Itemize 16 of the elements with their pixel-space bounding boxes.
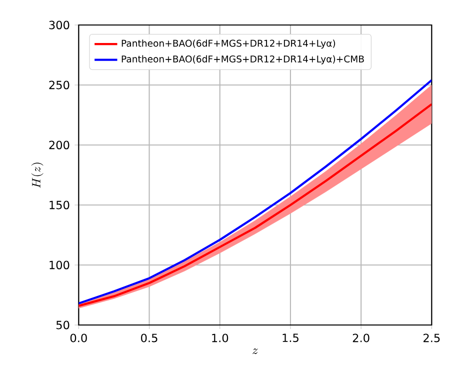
legend-label: Pantheon+BAO(6dF+MGS+DR12+DR14+Lyα)+CMB (122, 55, 364, 64)
legend-label: Pantheon+BAO(6dF+MGS+DR12+DR14+Lyα) (122, 40, 336, 49)
x-tick-label: 1.5 (282, 334, 298, 342)
x-tick-label: 0.0 (70, 334, 87, 342)
x-tick-label: 2.0 (352, 334, 370, 342)
x-tick-label: 2.5 (424, 334, 440, 342)
x-tick-label: 1.0 (212, 334, 228, 342)
x-axis-title: $z$ (252, 348, 258, 354)
y-tick-label: 300 (49, 20, 70, 30)
y-tick-label: 50 (56, 320, 70, 330)
y-tick-label: 150 (50, 200, 70, 210)
y-tick-label: 250 (49, 80, 70, 90)
y-axis-title: $H(z)$ (31, 162, 44, 188)
x-tick-label: 0.5 (141, 334, 158, 342)
y-tick-label: 200 (49, 140, 70, 150)
y-tick-label: 100 (50, 260, 70, 270)
